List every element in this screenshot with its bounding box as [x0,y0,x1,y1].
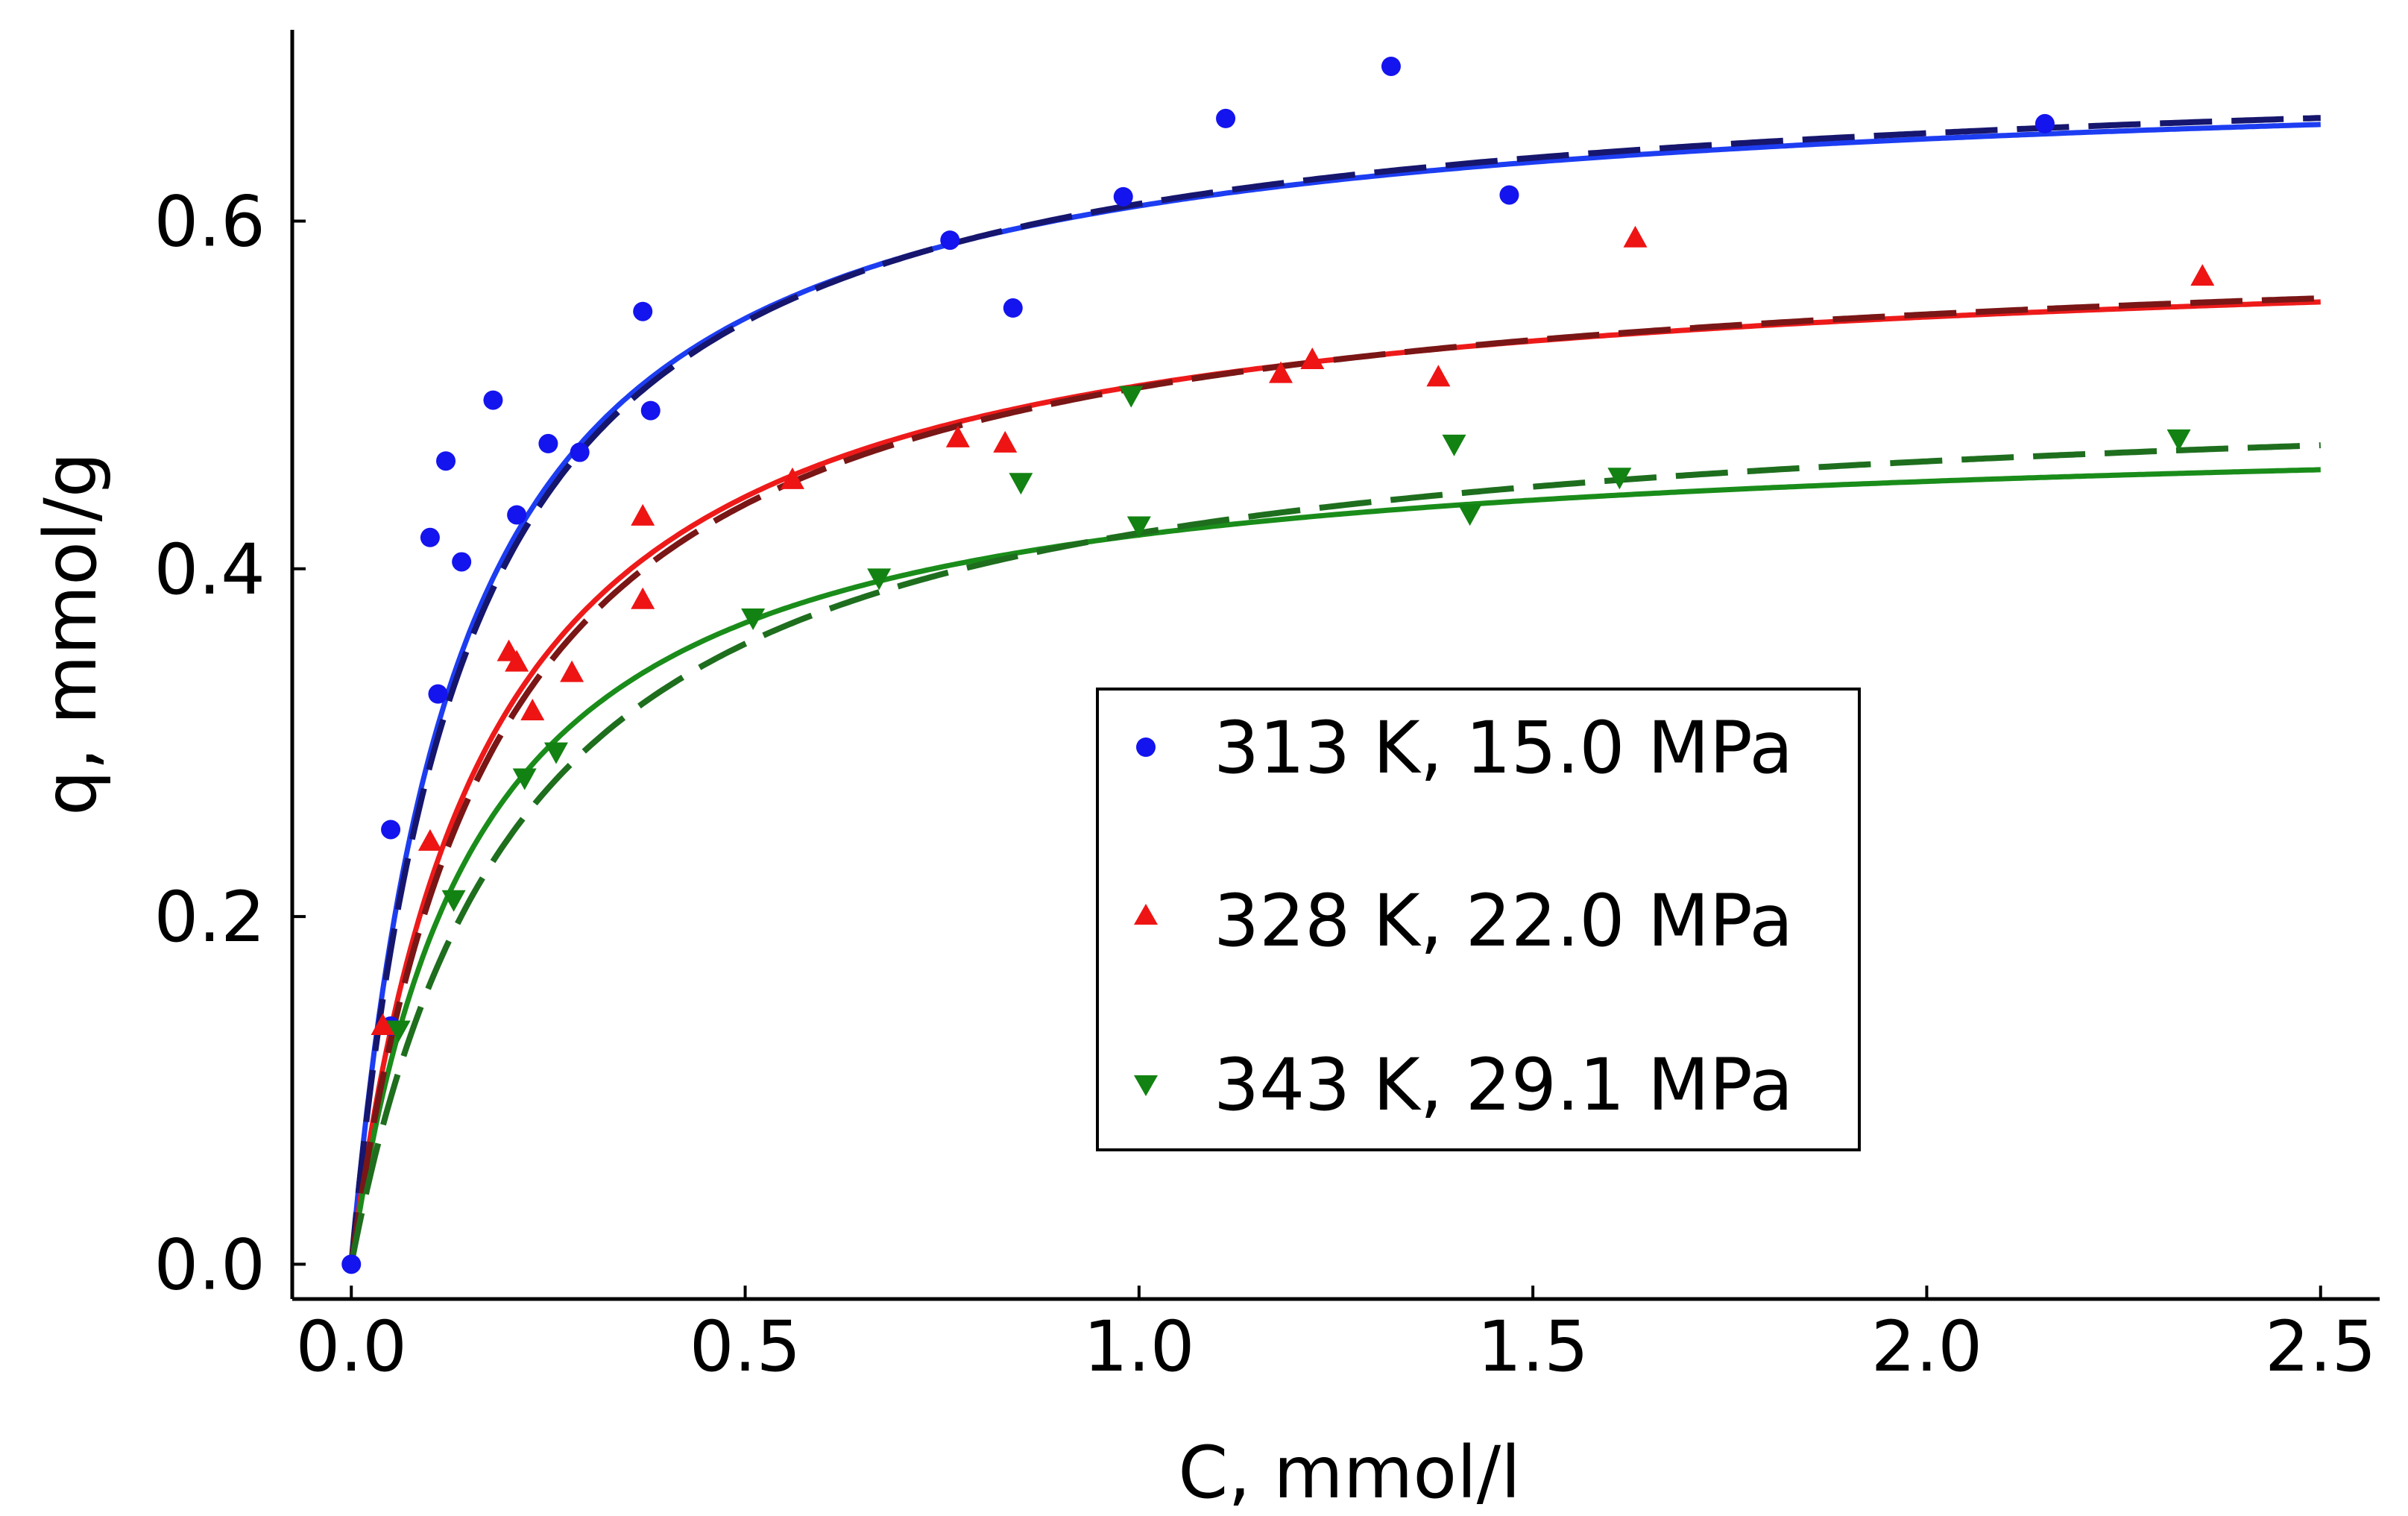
data-point-series-0 [538,433,558,453]
data-point-series-0 [381,820,401,840]
data-point-series-2 [867,568,892,591]
fit-curve-solid-0 [348,122,2321,1265]
data-point-series-2 [1607,468,1632,490]
data-point-series-0 [341,1254,362,1274]
axes [290,30,2380,1301]
data-point-series-1 [560,660,584,682]
data-point-series-1 [993,430,1018,453]
data-point-series-0 [1003,298,1023,318]
data-point-series-0 [436,451,456,471]
data-point-series-1 [631,587,655,609]
data-point-series-1 [417,828,442,851]
data-point-series-0 [940,230,960,251]
x-axis-label: C, mmol/l [1178,1431,1521,1515]
data-point-series-2 [543,742,568,764]
data-point-series-2 [386,1020,411,1042]
legend-label-328K: 328 K, 22.0 MPa [1214,879,1793,963]
legend: 313 K, 15.0 MPa 328 K, 22.0 MPa 343 K, 2… [1096,688,1861,1151]
fit-curves [348,115,2321,1265]
data-point-series-1 [371,1013,395,1035]
legend-box [1096,688,1861,1151]
x-tick-label: 2.5 [2265,1306,2377,1388]
fit-curve-dashed-2 [348,442,2321,1265]
y-ticks: 0.0 0.2 0.4 0.6 [154,181,306,1306]
legend-marker-343K [1134,1075,1158,1096]
x-tick-label: 2.0 [1871,1306,1983,1388]
legend-label-313K: 313 K, 15.0 MPa [1214,706,1793,790]
data-point-series-0 [1381,56,1401,76]
data-point-series-0 [1499,185,1519,205]
data-point-series-0 [640,400,661,421]
data-point-series-1 [945,425,970,447]
data-point-series-0 [483,390,503,410]
data-point-series-0 [633,301,653,321]
data-point-series-1 [1623,225,1648,248]
legend-marker-328K [1134,904,1158,925]
data-point-series-1 [631,503,655,526]
y-axis-label: q, mmol/g [29,452,113,816]
data-point-series-1 [780,467,804,489]
data-point-series-2 [1442,434,1466,456]
data-point-series-2 [2166,429,2191,451]
data-point-series-1 [1269,361,1293,383]
y-tick-label: 0.2 [154,877,266,958]
x-tick-label: 1.0 [1083,1306,1195,1388]
data-point-series-2 [512,768,537,790]
x-tick-label: 1.5 [1477,1306,1589,1388]
y-tick-label: 0.6 [154,181,266,262]
fit-curve-dashed-0 [348,115,2321,1265]
data-point-series-0 [1216,108,1236,128]
data-point-series-2 [1119,386,1144,408]
data-point-series-1 [2190,264,2215,286]
data-point-series-2 [741,608,766,631]
x-ticks: 0.0 0.5 1.0 1.5 2.0 2.5 [295,1286,2377,1388]
data-point-series-0 [452,552,472,572]
y-tick-label: 0.0 [154,1224,266,1306]
data-point-series-2 [1457,504,1482,526]
data-point-series-2 [1009,473,1033,495]
data-point-series-1 [505,650,529,672]
data-point-series-0 [2034,113,2055,133]
fit-curve-solid-2 [348,467,2321,1265]
data-point-series-0 [1113,186,1133,207]
data-point-series-0 [420,527,440,547]
fit-curve-dashed-1 [348,295,2321,1265]
x-tick-label: 0.0 [295,1306,407,1388]
data-point-series-1 [1300,347,1325,369]
data-point-series-0 [428,684,448,704]
data-point-series-0 [570,442,590,462]
data-points [341,56,2215,1274]
legend-label-343K: 343 K, 29.1 MPa [1214,1043,1793,1127]
data-point-series-2 [1126,516,1151,538]
data-point-series-1 [1426,365,1451,387]
y-tick-label: 0.4 [154,529,266,611]
data-point-series-2 [441,890,466,912]
data-point-series-1 [520,698,545,720]
legend-marker-313K [1136,737,1156,757]
data-point-series-0 [507,505,527,525]
x-tick-label: 0.5 [690,1306,801,1388]
